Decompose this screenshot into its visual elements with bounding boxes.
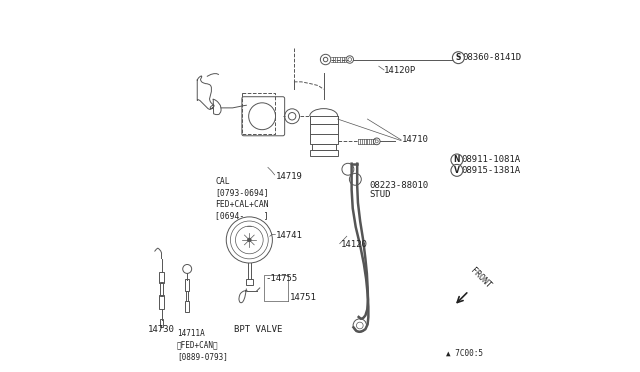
Text: 08223-88010: 08223-88010 [370,181,429,190]
Text: 08915-1381A: 08915-1381A [461,166,520,175]
Text: 14730: 14730 [148,325,175,334]
Bar [159,295,164,309]
Text: 08911-1081A: 08911-1081A [461,155,520,164]
Text: 14751: 14751 [289,293,316,302]
Text: 14711A
〈FED+CAN〉
[0889-0793]: 14711A 〈FED+CAN〉 [0889-0793] [177,329,228,361]
Bar [310,116,338,124]
Text: 14120P: 14120P [384,66,416,75]
Text: 14719: 14719 [275,172,302,181]
Bar [160,319,163,327]
Text: V: V [454,166,460,175]
Text: 14120: 14120 [340,240,367,249]
Text: ▲ 7C00:5: ▲ 7C00:5 [445,349,483,358]
Circle shape [451,164,463,176]
Bar [186,291,188,301]
Bar [160,282,163,296]
Circle shape [451,154,463,166]
Text: FRONT: FRONT [468,266,493,290]
Bar [312,144,336,150]
Text: 14741: 14741 [276,231,303,240]
Text: N: N [454,155,460,164]
Text: STUD: STUD [370,190,391,199]
Text: 08360-8141D: 08360-8141D [463,53,522,62]
Bar [186,301,189,312]
Circle shape [248,238,251,242]
Bar [310,124,338,144]
Bar [186,279,189,291]
Text: CAL
[0793-0694]
FED+CAL+CAN
[0694-    ]: CAL [0793-0694] FED+CAL+CAN [0694- ] [215,177,269,220]
Bar [246,279,253,285]
Bar [310,150,338,156]
Text: -14755: -14755 [266,274,298,283]
Text: BPT VALVE: BPT VALVE [234,325,283,334]
Circle shape [452,52,465,64]
Text: 14710: 14710 [402,135,429,144]
Text: S: S [456,53,461,62]
Bar [159,272,164,283]
